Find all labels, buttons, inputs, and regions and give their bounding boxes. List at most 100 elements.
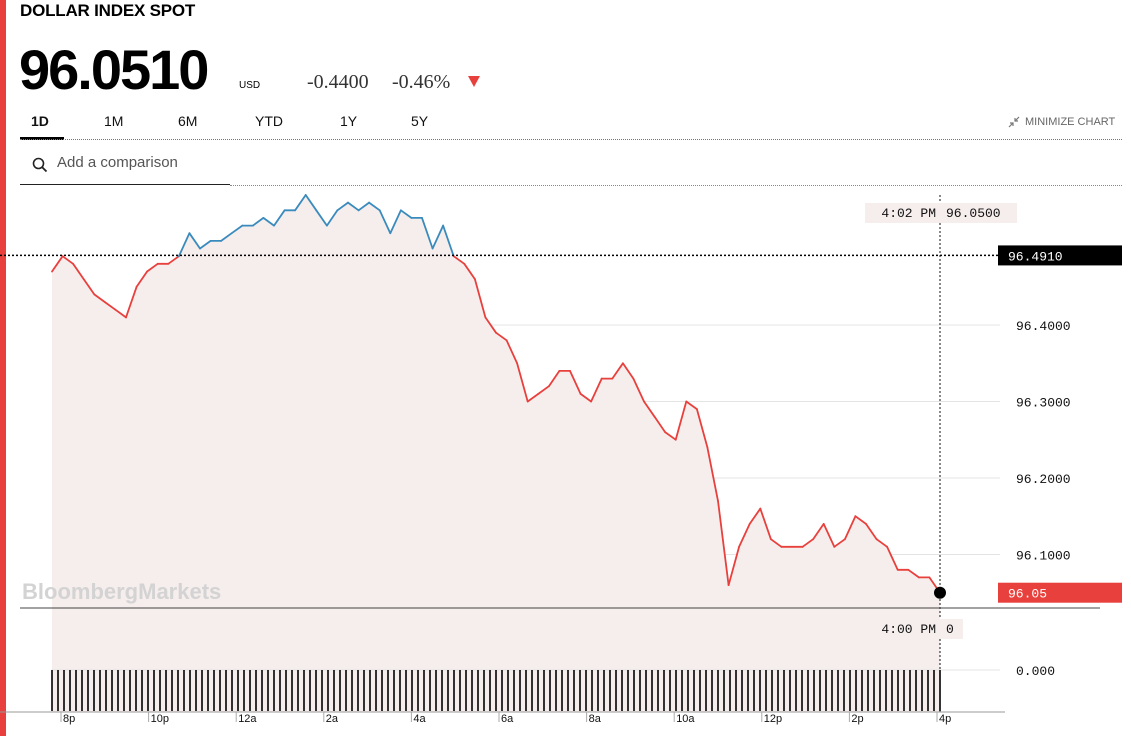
price-line-segment <box>812 523 825 541</box>
price-line-segment <box>611 362 624 380</box>
last-value-badge <box>998 582 1122 603</box>
price-line-segment <box>833 538 846 548</box>
price-line-segment <box>865 523 878 541</box>
x-tick-label: 8a <box>589 713 602 725</box>
tab-1d[interactable]: 1D <box>31 113 49 129</box>
price-line-segment <box>907 568 920 579</box>
last-price: 96.0510 <box>19 38 209 101</box>
price-line-segment <box>473 278 487 319</box>
crosshair-label-box <box>865 203 1017 223</box>
price-line-segment <box>886 545 899 571</box>
last-value-label: 96.05 <box>1008 587 1047 602</box>
minimize-chart-label: MINIMIZE CHART <box>1025 116 1116 128</box>
price-line-segment <box>664 431 677 441</box>
price-line-segment <box>685 400 698 411</box>
price-line-segment <box>135 270 149 288</box>
price-line-segment <box>801 538 814 548</box>
price-line-segment <box>526 392 540 403</box>
price-line-segment <box>579 392 592 403</box>
x-tick-label: 4a <box>413 713 426 725</box>
left-accent-bar <box>0 0 6 736</box>
price-line-segment <box>357 201 371 212</box>
price-line-segment <box>82 278 96 296</box>
price-line-segment <box>51 255 64 273</box>
tab-6m[interactable]: 6M <box>178 113 198 129</box>
price-line-segment <box>516 362 529 403</box>
page-title: DOLLAR INDEX SPOT <box>20 1 196 20</box>
price-line-segment <box>125 285 138 319</box>
price-line-segment <box>590 377 603 403</box>
tabs-divider <box>20 139 1122 140</box>
price-line-segment <box>93 293 106 304</box>
price-line-segment <box>495 331 508 342</box>
crosshair-time: 4:02 PM <box>881 206 936 221</box>
price-line-segment <box>188 232 201 250</box>
previous-close-label: 96.4910 <box>1008 249 1063 264</box>
search-icon <box>32 157 48 173</box>
range-tabs: 1D 1M 6M YTD 1Y 5Y <box>20 108 1122 140</box>
price-line-segment <box>251 216 265 227</box>
x-tick-label: 2p <box>851 713 863 725</box>
price-line-segment <box>537 385 550 395</box>
price-line-segment <box>569 369 582 395</box>
x-tick-label: 2a <box>326 713 339 725</box>
x-tick-label: 4p <box>939 713 951 725</box>
price-line-segment <box>146 262 159 273</box>
price-line-segment <box>653 415 666 434</box>
x-tick-label: 10p <box>151 713 169 725</box>
price-line-segment <box>421 216 434 250</box>
y-tick-label: 96.1000 <box>1016 548 1071 563</box>
price-line-segment <box>484 316 497 334</box>
price-line-segment <box>114 308 127 319</box>
price-line-segment <box>177 232 191 258</box>
price-line-segment <box>632 377 645 403</box>
price-line-segment <box>304 194 318 212</box>
price-line-segment <box>875 538 888 548</box>
volume-axis-label: 0.000 <box>1016 664 1055 679</box>
volume-label-box <box>865 619 963 639</box>
search-input[interactable]: Add a comparison <box>57 154 178 171</box>
price-line-segment <box>770 538 783 548</box>
price-line-segment <box>167 255 180 265</box>
price-line-segment <box>199 239 212 250</box>
price-line-segment <box>854 515 867 525</box>
search-divider <box>230 185 1122 186</box>
price-line-segment <box>294 194 307 212</box>
tab-1y[interactable]: 1Y <box>340 113 358 129</box>
price-line-segment <box>463 262 476 281</box>
down-arrow-icon <box>468 76 480 87</box>
x-tick-label: 10a <box>676 713 695 725</box>
price-line-segment <box>748 507 762 525</box>
price-line-segment <box>822 523 836 548</box>
price-line-segment <box>104 301 117 311</box>
last-point-marker <box>934 586 946 599</box>
y-tick-label: 96.3000 <box>1016 396 1071 411</box>
price-line-segment <box>727 545 740 586</box>
comparison-search[interactable]: Add a comparison <box>20 148 230 185</box>
price-line-segment <box>273 209 286 227</box>
x-tick-label: 12a <box>238 713 257 725</box>
price-line-segment <box>347 201 360 212</box>
price-line-segment <box>368 201 381 212</box>
price-change-percent: -0.46% <box>392 71 451 93</box>
price-line-segment <box>325 209 339 227</box>
price-line-segment <box>315 209 328 227</box>
volume-value: 0 <box>946 622 954 637</box>
price-line-segment <box>61 255 74 265</box>
tab-5y[interactable]: 5Y <box>411 113 429 129</box>
x-tick-label: 8p <box>63 713 75 725</box>
price-line-segment <box>696 408 709 449</box>
tab-ytd[interactable]: YTD <box>255 113 283 129</box>
currency-label: USD <box>239 80 261 91</box>
minimize-chart-button[interactable]: MINIMIZE CHART <box>1008 116 1115 128</box>
price-line-segment <box>738 523 751 548</box>
volume-time: 4:00 PM <box>881 622 936 637</box>
tab-1m[interactable]: 1M <box>104 113 124 129</box>
x-tick-label: 12p <box>764 713 782 725</box>
price-line-segment <box>622 362 635 380</box>
price-line-segment <box>717 499 730 586</box>
price-line-segment <box>399 209 413 219</box>
price-line-segment <box>548 369 561 388</box>
previous-close-badge <box>998 245 1122 266</box>
